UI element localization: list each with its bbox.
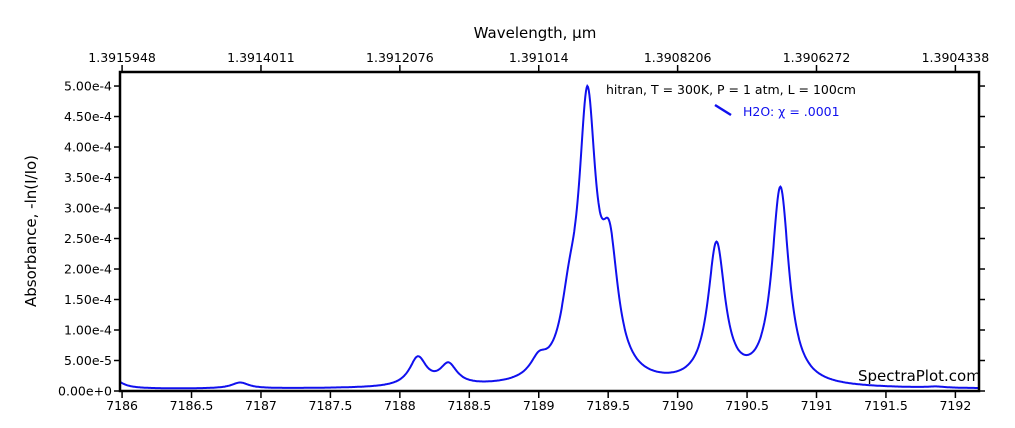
plot-frame [118, 70, 981, 393]
x-tick-label: 7189.5 [586, 398, 630, 413]
series-line-h2o [119, 84, 979, 390]
y-tick-label: 2.00e-4 [64, 262, 112, 277]
y-tick-label: 2.50e-4 [64, 231, 112, 246]
x-tick-label: 7188.5 [447, 398, 491, 413]
x-tick-label: 7191 [801, 398, 833, 413]
legend-entry-h2o: H2O: χ = .0001 [743, 104, 840, 119]
x-tick-label: 7190 [662, 398, 694, 413]
x-tick-label: 7187.5 [309, 398, 353, 413]
y-tick-label: 1.00e-4 [64, 323, 112, 338]
x2-axis-title: Wavelength, µm [474, 24, 597, 42]
y-axis-title: Absorbance, -ln(I/Io) [22, 155, 40, 307]
x-tick-label: 7186.5 [170, 398, 214, 413]
x-tick-label: 7188 [384, 398, 416, 413]
x-tick-label: 7186 [106, 398, 138, 413]
legend-swatch [714, 103, 732, 117]
y-tick-label: 4.00e-4 [64, 140, 112, 155]
x-tick-label: 7191.5 [864, 398, 908, 413]
x2-tick-label: 1.3912076 [366, 50, 434, 65]
y-tick-label: 0.00e+0 [58, 384, 112, 399]
x-tick-label: 7189 [523, 398, 555, 413]
y-tick-label: 3.00e-4 [64, 201, 112, 216]
x2-tick-label: 1.3914011 [227, 50, 295, 65]
y-tick-label: 4.50e-4 [64, 109, 112, 124]
x2-tick-label: 1.3906272 [783, 50, 851, 65]
x-tick-label: 7192 [939, 398, 971, 413]
x2-tick-label: 1.3904338 [922, 50, 990, 65]
watermark: SpectraPlot.com [858, 367, 981, 385]
x2-tick-label: 1.391014 [509, 50, 569, 65]
y-tick-label: 5.00e-5 [64, 353, 112, 368]
x2-tick-label: 1.3908206 [644, 50, 712, 65]
x-tick-label: 7187 [245, 398, 277, 413]
y-tick-label: 3.50e-4 [64, 170, 112, 185]
y-tick-label: 1.50e-4 [64, 292, 112, 307]
x-tick-label: 7190.5 [725, 398, 769, 413]
y-tick-label: 5.00e-4 [64, 79, 112, 94]
legend-header: hitran, T = 300K, P = 1 atm, L = 100cm [606, 82, 856, 97]
x2-tick-label: 1.3915948 [88, 50, 156, 65]
